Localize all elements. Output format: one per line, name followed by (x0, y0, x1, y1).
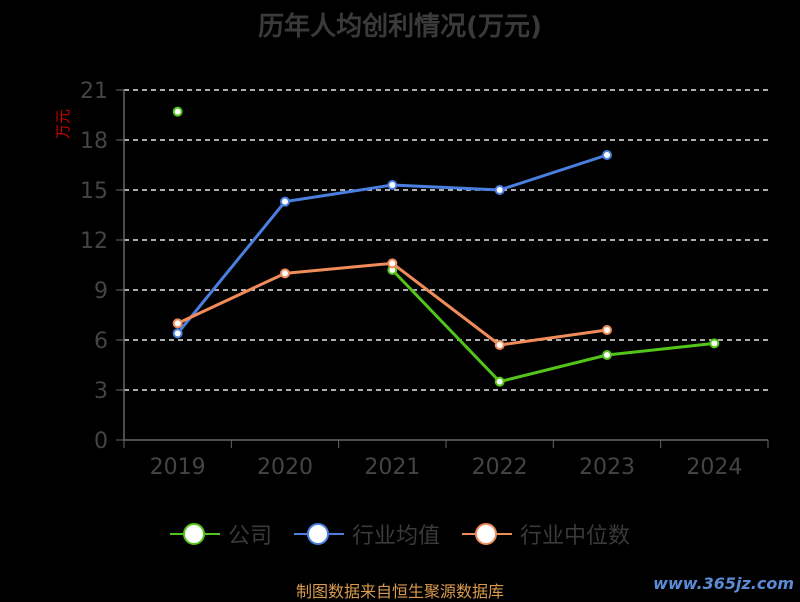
source-note: 制图数据来自恒生聚源数据库 (295, 582, 504, 601)
x-tick-label: 2024 (686, 455, 742, 480)
data-point[interactable] (280, 268, 290, 279)
x-tick-label: 2023 (579, 455, 635, 480)
legend-item-industry-mean[interactable]: 行业均值 (293, 518, 440, 550)
legend-item-company[interactable]: 公司 (169, 518, 272, 550)
data-point[interactable] (494, 340, 505, 350)
data-point[interactable] (387, 258, 398, 269)
data-point[interactable] (602, 325, 612, 335)
x-tick-label: 2019 (150, 455, 206, 480)
y-tick-label: 0 (94, 429, 108, 454)
data-point[interactable] (602, 150, 612, 160)
y-tick-label: 21 (80, 79, 108, 104)
legend-label-company: 公司 (227, 524, 272, 549)
y-tick-label: 6 (94, 329, 108, 354)
y-tick-label: 9 (94, 279, 108, 304)
series-line (177, 261, 608, 347)
watermark: www.365jz.com (653, 574, 794, 593)
y-tick-label: 3 (94, 379, 108, 404)
y-axis-label: 万元 (54, 109, 72, 139)
legend: 公司 行业均值 行业中位数 (0, 518, 800, 550)
axes: 0 3 6 9 12 15 18 21 2019 2020 2021 2022 2023 2024 万元 (54, 79, 769, 480)
x-tick-label: 2020 (257, 455, 313, 480)
data-point[interactable] (709, 338, 720, 349)
y-tick-label: 12 (80, 229, 108, 254)
x-tick-label: 2021 (364, 455, 420, 480)
legend-swatch-industry-median (462, 523, 512, 545)
data-point[interactable] (172, 328, 183, 339)
series-line (391, 268, 715, 384)
data-point[interactable] (172, 106, 183, 117)
legend-label-industry-mean: 行业均值 (351, 524, 440, 549)
legend-label-industry-median: 行业中位数 (520, 524, 631, 549)
legend-item-industry-median[interactable]: 行业中位数 (462, 518, 630, 550)
data-point[interactable] (387, 180, 398, 190)
data-point[interactable] (494, 185, 505, 195)
data-point[interactable] (280, 196, 290, 207)
legend-swatch-industry-mean (293, 523, 344, 545)
x-tick-label: 2022 (472, 455, 528, 480)
legend-swatch-company (169, 523, 220, 545)
data-point[interactable] (172, 318, 183, 329)
y-tick-label: 15 (80, 179, 108, 204)
y-tick-label: 18 (80, 129, 108, 154)
data-point[interactable] (494, 376, 505, 387)
data-point[interactable] (602, 350, 612, 360)
series-layer (172, 106, 720, 387)
chart-title: 历年人均创利情况(万元) (258, 12, 542, 42)
grid-lines (124, 89, 768, 391)
